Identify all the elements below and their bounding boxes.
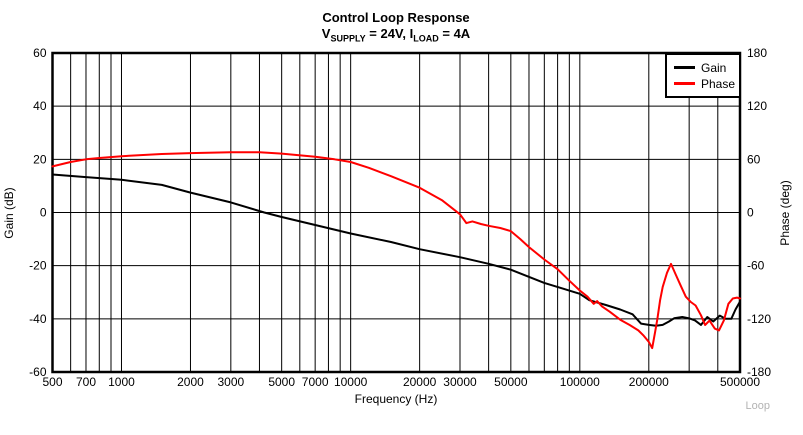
x-tick-label: 7000 xyxy=(302,375,329,389)
gain-axis-title: Gain (dB) xyxy=(2,187,16,239)
legend-item-phase: Phase xyxy=(667,78,739,90)
phase-curve xyxy=(51,151,741,350)
plot-border xyxy=(51,51,742,374)
chart-title: Control Loop Response xyxy=(322,10,470,25)
subtitle-mid: = 24V, I xyxy=(365,26,414,41)
chart-subtitle: VSUPPLY = 24V, ILOAD = 4A xyxy=(52,26,740,44)
phase-tick-label: -120 xyxy=(747,312,771,326)
x-tick-label: 500 xyxy=(42,375,62,389)
phase-tick-label: 0 xyxy=(747,206,754,220)
subtitle-v: V xyxy=(321,26,331,41)
x-tick-label: 5000 xyxy=(268,375,295,389)
phase-tick-label: 60 xyxy=(747,152,761,166)
x-tick-label: 10000 xyxy=(334,375,368,389)
subtitle-end: = 4A xyxy=(438,26,471,41)
gain-tick-label: -40 xyxy=(29,312,47,326)
gain-line-swatch xyxy=(674,66,695,69)
gain-legend-label: Gain xyxy=(701,60,727,75)
subtitle-i-sub: LOAD xyxy=(413,33,439,44)
phase-axis-title: Phase (deg) xyxy=(778,180,792,246)
gain-tick-label: -20 xyxy=(29,259,47,273)
x-tick-label: 2000 xyxy=(177,375,204,389)
x-tick-label: 30000 xyxy=(443,375,477,389)
x-tick-label: 1000 xyxy=(108,375,135,389)
phase-line-swatch xyxy=(674,82,695,85)
phase-tick-label: -180 xyxy=(747,365,771,379)
gain-tick-label: 60 xyxy=(33,46,47,60)
frequency-axis-title: Frequency (Hz) xyxy=(354,392,438,406)
subtitle-v-sub: SUPPLY xyxy=(330,33,366,44)
phase-tick-label: 120 xyxy=(747,99,767,113)
x-tick-label: 500000 xyxy=(720,375,760,389)
gain-tick-label: 0 xyxy=(40,206,47,220)
phase-tick-label: 180 xyxy=(747,46,767,60)
gain-tick-label: -60 xyxy=(29,365,47,379)
legend-box: Gain Phase xyxy=(665,53,741,98)
x-tick-label: 3000 xyxy=(217,375,244,389)
x-tick-label: 50000 xyxy=(494,375,528,389)
legend-item-gain: Gain xyxy=(667,62,739,74)
x-tick-label: 200000 xyxy=(629,375,669,389)
gain-tick-label: 20 xyxy=(33,152,47,166)
x-tick-label: 20000 xyxy=(403,375,437,389)
watermark-text: Loop xyxy=(745,400,770,412)
phase-legend-label: Phase xyxy=(701,76,736,91)
x-tick-label: 100000 xyxy=(560,375,600,389)
phase-tick-label: -60 xyxy=(747,259,765,273)
gain-tick-label: 40 xyxy=(33,99,47,113)
gain-curve xyxy=(51,173,741,327)
x-tick-label: 700 xyxy=(76,375,96,389)
